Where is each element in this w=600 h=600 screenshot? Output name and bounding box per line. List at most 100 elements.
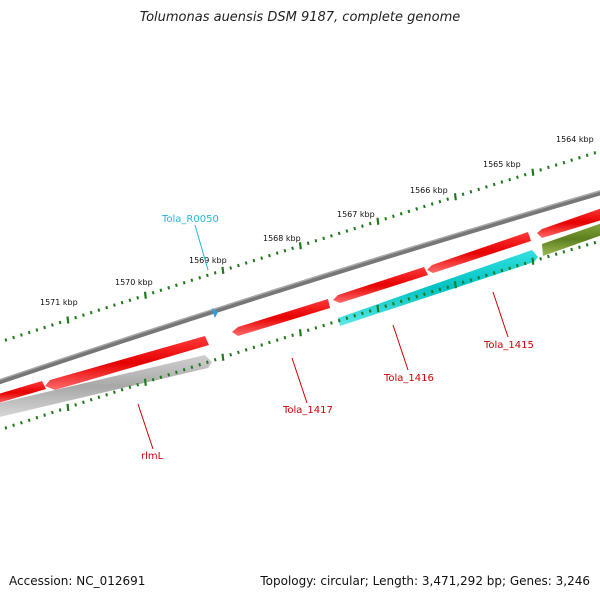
- rrna-feature[interactable]: [338, 250, 538, 326]
- ruler-minor-tick: [523, 261, 527, 266]
- ruler-minor-tick: [97, 395, 101, 400]
- trna-marker-icon[interactable]: [212, 308, 218, 318]
- map-title: Tolumonas auensis DSM 9187, complete gen…: [139, 10, 461, 25]
- label-tola-1417[interactable]: Tola_1417: [282, 405, 333, 416]
- ruler-minor-tick: [167, 285, 171, 290]
- ruler-minor-tick: [27, 418, 31, 422]
- leader-tola-1416: [392, 324, 409, 371]
- leader-tola-r0050: [194, 224, 209, 271]
- ruler-label: 1568 kbp: [263, 234, 301, 243]
- ruler-minor-tick: [159, 288, 163, 292]
- label-tola-1416[interactable]: Tola_1416: [383, 373, 434, 384]
- forward-strand-features: [0, 207, 600, 404]
- leader-rlml: [137, 403, 154, 450]
- genome-backbone-highlight: [0, 190, 600, 381]
- ruler-minor-tick: [392, 214, 395, 219]
- gene-arrow[interactable]: [45, 336, 209, 390]
- ruler-minor-tick: [407, 297, 411, 301]
- ruler-minor-tick: [485, 273, 488, 277]
- ruler-minor-tick: [477, 187, 481, 192]
- ruler-minor-tick: [291, 333, 294, 337]
- ruler-minor-tick: [523, 172, 527, 177]
- ruler-minor-tick: [337, 231, 341, 236]
- ruler-ticks-outer: [4, 151, 597, 342]
- gene-arrow[interactable]: [537, 207, 600, 238]
- ruler-minor-tick: [461, 280, 465, 285]
- ruler-minor-tick: [578, 245, 581, 249]
- ruler-minor-tick: [167, 372, 171, 377]
- ruler-minor-tick: [136, 382, 140, 387]
- ruler-minor-tick: [345, 316, 349, 320]
- ruler-minor-tick: [322, 236, 326, 241]
- gene-arrow[interactable]: [0, 381, 46, 404]
- ruler-minor-tick: [500, 180, 504, 184]
- gene-arrow-tola-1416[interactable]: [333, 267, 428, 303]
- ruler-minor-tick: [113, 303, 116, 307]
- reverse-strand-features: [0, 222, 600, 418]
- ruler-minor-tick: [330, 234, 333, 238]
- ruler-minor-tick: [492, 271, 496, 275]
- ruler-minor-tick: [430, 202, 434, 206]
- ruler-major-tick: [453, 193, 457, 201]
- feature-leaders: [137, 224, 509, 450]
- ruler-minor-tick: [260, 343, 264, 347]
- ruler-minor-tick: [539, 168, 542, 172]
- ruler-minor-tick: [399, 299, 403, 304]
- ruler-minor-tick: [206, 360, 209, 364]
- ruler-minor-tick: [438, 287, 442, 292]
- ruler-minor-tick: [399, 212, 403, 216]
- ruler-minor-tick: [547, 165, 550, 170]
- ruler-minor-tick: [539, 257, 542, 261]
- ruler-minor-tick: [314, 239, 318, 243]
- label-tola-r0050[interactable]: Tola_R0050: [161, 214, 219, 225]
- ruler-minor-tick: [244, 348, 248, 352]
- ruler-ticks-inner: [4, 240, 597, 430]
- ruler-minor-tick: [237, 263, 240, 268]
- ruler-minor-tick: [291, 246, 294, 250]
- ruler-minor-tick: [252, 345, 256, 350]
- leader-tola-1415: [492, 291, 509, 338]
- ruler-minor-tick: [337, 318, 341, 323]
- ruler-minor-tick: [268, 340, 271, 345]
- ruler-label: 1564 kbp: [556, 135, 594, 144]
- ruler-minor-tick: [314, 326, 318, 330]
- ruler-minor-tick: [252, 258, 256, 263]
- ruler-minor-tick: [237, 350, 240, 355]
- ruler-minor-tick: [562, 160, 566, 165]
- ruler-minor-tick: [89, 398, 93, 402]
- ruler-minor-tick: [159, 375, 163, 379]
- ruler-minor-tick: [353, 226, 357, 231]
- gene-arrow-tola-1415[interactable]: [427, 232, 531, 273]
- ruler-minor-tick: [446, 197, 450, 201]
- ruler-minor-tick: [89, 310, 93, 315]
- ruler-minor-tick: [562, 250, 566, 254]
- ruler-minor-tick: [423, 204, 426, 209]
- ruler-minor-tick: [446, 285, 450, 289]
- ruler-minor-tick: [190, 365, 194, 369]
- ruler-minor-tick: [469, 190, 473, 194]
- ruler-minor-tick: [469, 278, 473, 282]
- ruler-minor-tick: [492, 182, 496, 187]
- ruler-minor-tick: [283, 248, 287, 253]
- ruler-minor-tick: [407, 209, 411, 214]
- ruler-minor-tick: [500, 268, 504, 273]
- olive-feature[interactable]: [542, 222, 600, 256]
- gene-arrow-tola-1417[interactable]: [232, 299, 330, 336]
- ruler-minor-tick: [35, 415, 39, 420]
- ruler-minor-tick: [384, 216, 388, 221]
- ruler-minor-tick: [430, 290, 434, 294]
- ruler-minor-tick: [423, 292, 426, 296]
- ruler-minor-tick: [554, 252, 558, 256]
- label-rlml[interactable]: rlmL: [141, 451, 164, 462]
- ruler-minor-tick: [43, 413, 46, 417]
- ruler-labels: 1564 kbp 1565 kbp 1566 kbp 1567 kbp 1568…: [40, 135, 594, 307]
- grey-feature[interactable]: [0, 355, 212, 418]
- label-tola-1415[interactable]: Tola_1415: [483, 340, 534, 351]
- ruler-minor-tick: [35, 328, 39, 332]
- ruler-minor-tick: [275, 338, 279, 342]
- ruler-minor-tick: [128, 385, 132, 389]
- ruler-minor-tick: [585, 243, 589, 247]
- ruler-major-tick: [66, 316, 70, 324]
- ruler-major-tick: [221, 353, 225, 361]
